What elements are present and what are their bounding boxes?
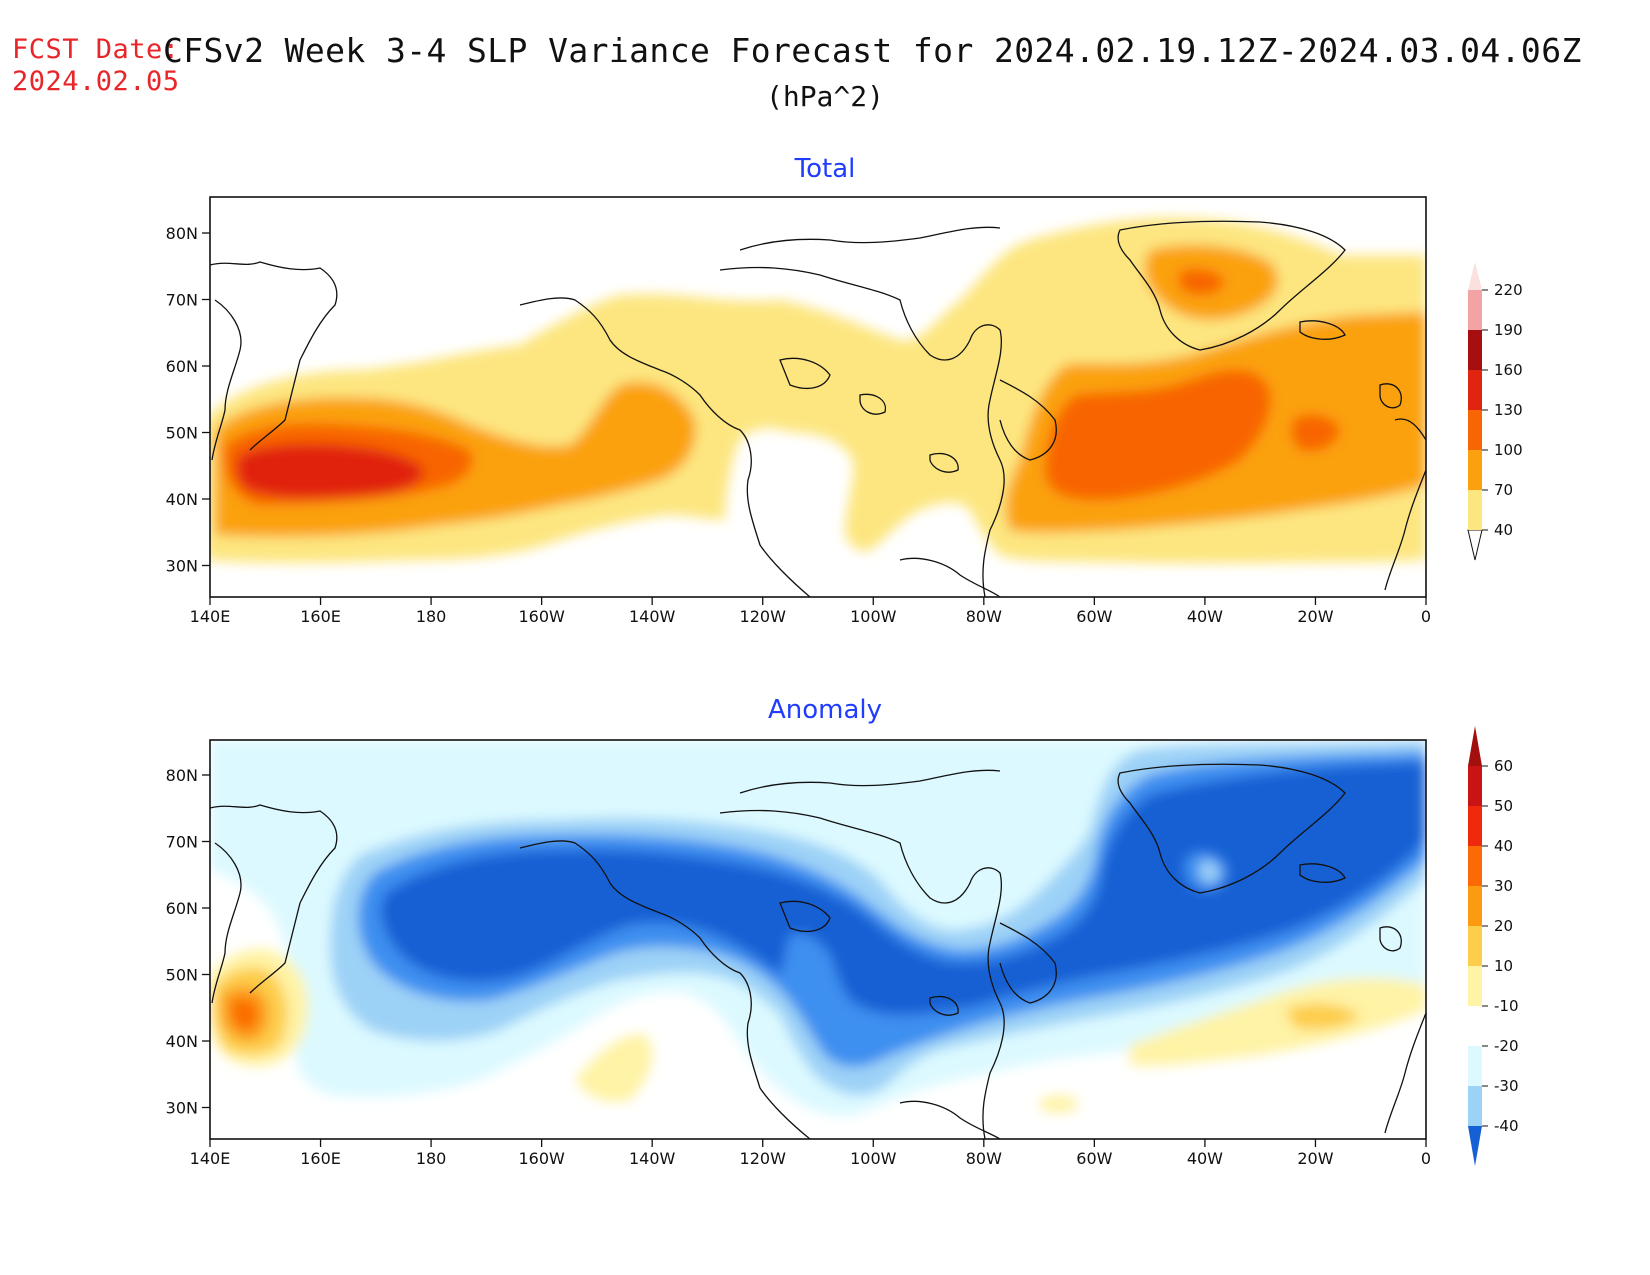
lat-axis-total: 80N 70N 60N 50N 40N 30N (166, 224, 210, 576)
lon-tick-label: 140E (190, 607, 231, 626)
lat-tick-label: 70N (166, 833, 198, 852)
colorbar-segment (1468, 886, 1482, 926)
colorbar-segment (1468, 490, 1482, 530)
panel-frame-anomaly (209, 739, 1427, 1140)
colorbar-segment (1468, 1006, 1482, 1046)
anomaly-contour-pos10 (210, 948, 1426, 1113)
colorbar-label: 30 (1494, 877, 1513, 895)
lon-tick-label: 160W (518, 1149, 565, 1168)
colorbar-label: 190 (1494, 321, 1523, 339)
colorbar-label: 50 (1494, 797, 1513, 815)
anomaly-field (210, 740, 1426, 1139)
lon-tick-label: 100W (850, 1149, 897, 1168)
colorbar-segment (1468, 966, 1482, 1006)
lon-tick-label: 60W (1076, 1149, 1112, 1168)
lon-tick-label: 140E (190, 1149, 231, 1168)
lon-tick-label: 180 (416, 607, 447, 626)
colorbar-segment (1468, 846, 1482, 886)
units-label: (hPa^2) (765, 80, 884, 113)
lon-tick-label: 20W (1297, 1149, 1333, 1168)
colorbar-label: -40 (1494, 1117, 1519, 1135)
anomaly-contour-neg40 (380, 762, 1426, 1015)
colorbar-label: 40 (1494, 837, 1513, 855)
colorbar-segment (1468, 766, 1482, 806)
anomaly-contour-pos40 (231, 999, 258, 1030)
colorbar-segment (1468, 926, 1482, 966)
lon-tick-label: 180 (416, 1149, 447, 1168)
lat-tick-label: 80N (166, 766, 198, 785)
colorbar-label: -20 (1494, 1037, 1519, 1055)
lon-tick-label: 120W (740, 607, 787, 626)
forecast-date-value: 2024.02.05 (12, 66, 180, 97)
colorbar-label: 60 (1494, 757, 1513, 775)
lat-tick-label: 50N (166, 424, 198, 443)
colorbar-segment (1468, 806, 1482, 846)
colorbar-label: -10 (1494, 997, 1519, 1015)
colorbar-upper-arrow (1468, 262, 1482, 290)
lon-tick-label: 100W (850, 607, 897, 626)
lat-axis-anomaly: 80N 70N 60N 50N 40N 30N (166, 766, 210, 1118)
colorbar-lower-arrow (1467, 529, 1483, 561)
lat-tick-label: 50N (166, 966, 198, 985)
total-field (210, 217, 1426, 597)
colorbar-label: 40 (1494, 521, 1513, 539)
lat-tick-label: 60N (166, 899, 198, 918)
colorbar-label: 70 (1494, 481, 1513, 499)
colorbar-label: -30 (1494, 1077, 1519, 1095)
coastlines-top (210, 220, 1426, 597)
colorbar-upper-arrow (1468, 726, 1482, 766)
lat-tick-label: 40N (166, 1032, 198, 1051)
lon-tick-label: 60W (1076, 607, 1112, 626)
anomaly-pocket-neg20 (1200, 860, 1220, 883)
lon-tick-label: 40W (1187, 1149, 1223, 1168)
panel-frame-total (209, 196, 1427, 598)
lon-axis-total: 140E 160E 180 160W 140W 120W 100W 80W 60W 40W 20W 0 (190, 597, 1431, 626)
lat-tick-label: 70N (166, 291, 198, 310)
forecast-date-label: FCST Date: (12, 34, 180, 65)
lon-tick-label: 0 (1421, 1149, 1431, 1168)
lon-tick-label: 160E (300, 1149, 341, 1168)
lon-tick-label: 160E (300, 607, 341, 626)
lon-tick-label: 40W (1187, 607, 1223, 626)
forecast-date-block: FCST Date: 2024.02.05 (12, 34, 180, 98)
panel-title-anomaly: Anomaly (768, 695, 882, 725)
colorbar-label: 10 (1494, 957, 1513, 975)
colorbar-label: 160 (1494, 361, 1523, 379)
lon-tick-label: 80W (966, 607, 1002, 626)
colorbar-label: 130 (1494, 401, 1523, 419)
lat-tick-label: 80N (166, 224, 198, 243)
lon-tick-label: 120W (740, 1149, 787, 1168)
colorbar-label: 100 (1494, 441, 1523, 459)
colorbar-segment (1468, 1046, 1482, 1086)
lon-tick-label: 140W (629, 1149, 676, 1168)
colorbar-label: 220 (1494, 281, 1523, 299)
lon-axis-anomaly: 140E 160E 180 160W 140W 120W 100W 80W 60W 40W 20W 0 (190, 1139, 1431, 1168)
lon-tick-label: 20W (1297, 607, 1333, 626)
colorbar-anomaly: 60 50 40 30 20 10 -10 -20 -30 -40 (1468, 726, 1519, 1166)
lon-tick-label: 160W (518, 607, 565, 626)
lat-tick-label: 30N (166, 1099, 198, 1118)
lat-tick-label: 30N (166, 557, 198, 576)
lat-tick-label: 60N (166, 357, 198, 376)
colorbar-segment (1468, 450, 1482, 490)
panel-title-total: Total (794, 154, 856, 184)
colorbar-segment (1468, 330, 1482, 370)
coastlines-bottom (210, 763, 1426, 1139)
main-title: CFSv2 Week 3-4 SLP Variance Forecast for… (163, 31, 1582, 70)
lon-tick-label: 140W (629, 607, 676, 626)
lon-tick-label: 0 (1421, 607, 1431, 626)
colorbar-segment (1468, 370, 1482, 410)
lon-tick-label: 80W (966, 1149, 1002, 1168)
colorbar-segment (1468, 290, 1482, 330)
total-contour-130 (236, 443, 425, 499)
colorbar-lower-arrow (1468, 1126, 1482, 1166)
colorbar-segment (1468, 410, 1482, 450)
colorbar-segment (1468, 1086, 1482, 1126)
total-contour-100 (224, 268, 1340, 505)
colorbar-label: 20 (1494, 917, 1513, 935)
colorbar-total: 40 70 100 130 160 190 220 (1467, 262, 1523, 561)
lat-tick-label: 40N (166, 490, 198, 509)
